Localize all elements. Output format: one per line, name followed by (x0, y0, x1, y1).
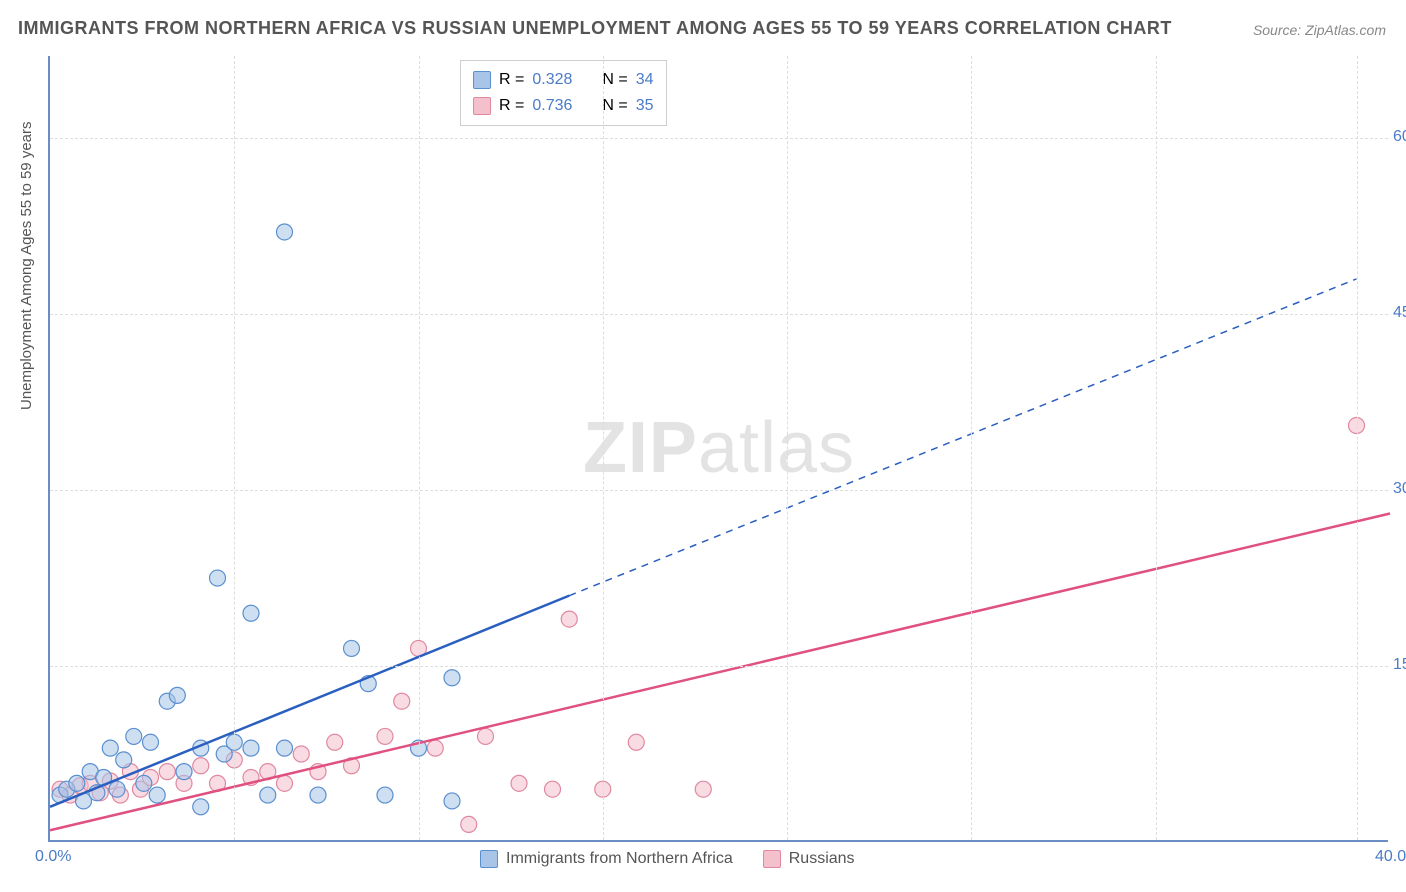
gridline-h (50, 314, 1388, 315)
scatter-point (293, 746, 309, 762)
scatter-point (344, 640, 360, 656)
scatter-svg (50, 56, 1388, 840)
scatter-point (427, 740, 443, 756)
legend-item-b: Russians (763, 850, 855, 868)
scatter-point (210, 570, 226, 586)
scatter-point (116, 752, 132, 768)
scatter-point (243, 605, 259, 621)
source-name: ZipAtlas.com (1305, 22, 1386, 38)
scatter-point (149, 787, 165, 803)
scatter-point (277, 775, 293, 791)
y-tick-label: 15.0% (1393, 656, 1406, 674)
legend-swatch-a-icon (480, 850, 498, 868)
y-tick-label: 60.0% (1393, 128, 1406, 146)
scatter-point (695, 781, 711, 797)
gridline-v (1156, 56, 1157, 840)
scatter-point (377, 728, 393, 744)
legend-label-a: Immigrants from Northern Africa (506, 850, 733, 868)
gridline-v (419, 56, 420, 840)
scatter-point (545, 781, 561, 797)
y-tick-label: 30.0% (1393, 480, 1406, 498)
scatter-point (126, 728, 142, 744)
source-prefix: Source: (1253, 22, 1301, 38)
legend-item-a: Immigrants from Northern Africa (480, 850, 733, 868)
scatter-point (561, 611, 577, 627)
scatter-point (193, 758, 209, 774)
scatter-point (159, 764, 175, 780)
gridline-h (50, 490, 1388, 491)
legend-swatch-b-icon (763, 850, 781, 868)
scatter-point (193, 799, 209, 815)
scatter-point (102, 740, 118, 756)
chart-title: IMMIGRANTS FROM NORTHERN AFRICA VS RUSSI… (18, 18, 1172, 39)
scatter-point (628, 734, 644, 750)
scatter-point (277, 740, 293, 756)
scatter-point (444, 670, 460, 686)
source-attribution: Source: ZipAtlas.com (1253, 22, 1386, 38)
scatter-point (444, 793, 460, 809)
scatter-point (260, 787, 276, 803)
gridline-v (787, 56, 788, 840)
gridline-h (50, 666, 1388, 667)
scatter-point (461, 816, 477, 832)
trendline-a-solid (50, 596, 569, 807)
y-axis-label: Unemployment Among Ages 55 to 59 years (18, 121, 35, 410)
scatter-point (327, 734, 343, 750)
gridline-v (234, 56, 235, 840)
scatter-point (176, 764, 192, 780)
gridline-v (603, 56, 604, 840)
scatter-point (277, 224, 293, 240)
scatter-point (377, 787, 393, 803)
scatter-point (136, 775, 152, 791)
y-tick-label: 45.0% (1393, 304, 1406, 322)
x-tick-label: 40.0% (1375, 848, 1406, 866)
trendline-b (50, 514, 1390, 831)
legend-label-b: Russians (789, 850, 855, 868)
scatter-point (243, 740, 259, 756)
gridline-v (1357, 56, 1358, 840)
scatter-point (143, 734, 159, 750)
scatter-point (478, 728, 494, 744)
gridline-h (50, 138, 1388, 139)
scatter-point (169, 687, 185, 703)
gridline-v (971, 56, 972, 840)
scatter-point (69, 775, 85, 791)
x-tick-label: 0.0% (35, 848, 71, 866)
scatter-point (310, 787, 326, 803)
scatter-point (511, 775, 527, 791)
scatter-point (394, 693, 410, 709)
chart-plot-area: ZIPatlas R = 0.328 N = 34 R = 0.736 N = … (48, 56, 1388, 842)
scatter-point (109, 781, 125, 797)
legend-bottom: Immigrants from Northern Africa Russians (480, 850, 855, 868)
